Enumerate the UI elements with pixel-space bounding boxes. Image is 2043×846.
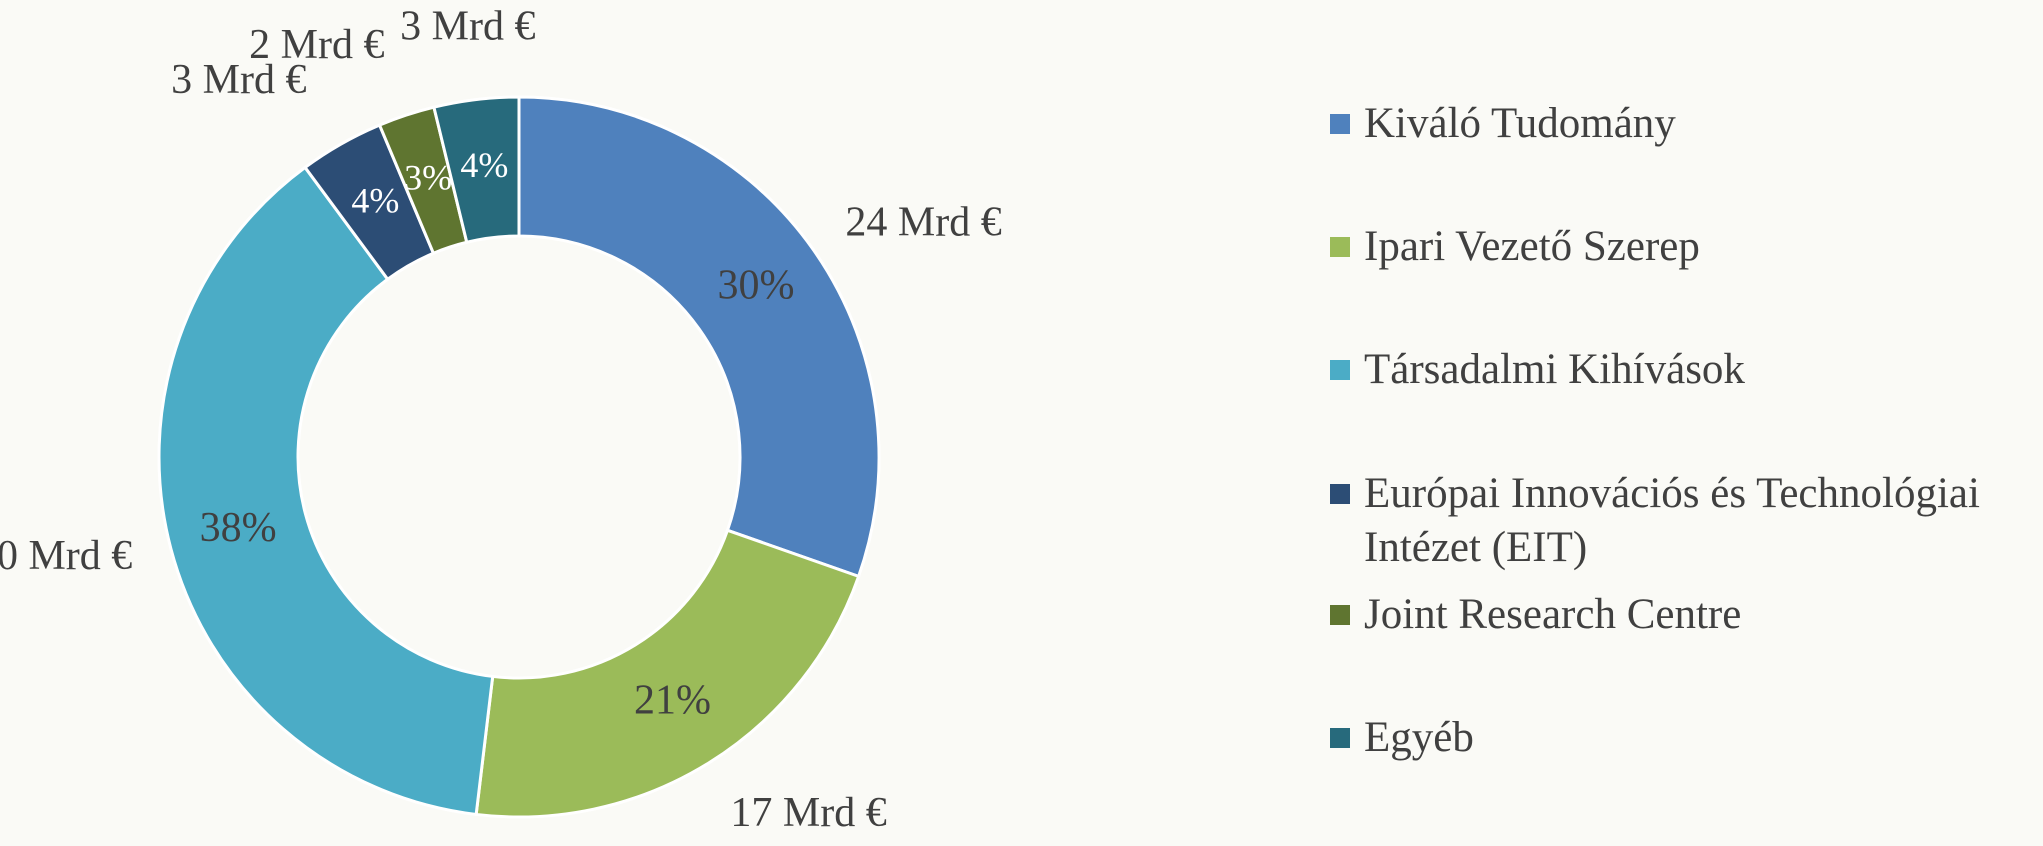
percent-label: 3%: [404, 157, 452, 197]
donut-slice: [157, 165, 495, 817]
percent-label: 4%: [351, 181, 399, 221]
value-label: 30 Mrd €: [0, 533, 132, 579]
legend: Kiváló Tudomány Ipari Vezető Szerep Társad…: [1330, 0, 2040, 846]
legend-swatch: [1330, 605, 1350, 625]
donut-slice: [517, 95, 881, 579]
legend-item: Kiváló Tudomány: [1330, 97, 2030, 151]
legend-label: Joint Research Centre: [1364, 591, 1742, 638]
legend-swatch: [1330, 360, 1350, 380]
value-label: 3 Mrd €: [171, 57, 306, 103]
legend-label: Társadalmi Kihívások: [1364, 346, 1745, 393]
donut-slice: [474, 528, 861, 819]
percent-label: 30%: [718, 263, 795, 309]
chart: 30% 24 Mrd € 21% 17 Mrd € 38% 30 Mrd € 4% 3 Mrd…: [0, 4, 1002, 837]
legend-item: Társadalmi Kihívások: [1330, 343, 2030, 397]
legend-label: Ipari Vezető Szerep: [1364, 223, 1700, 270]
legend-label: Kiváló Tudomány: [1364, 100, 1676, 147]
legend-label: Egyéb: [1364, 714, 1474, 761]
legend-item: Joint Research Centre: [1330, 588, 2030, 642]
donut-slice: [432, 95, 521, 245]
legend-label: Európai Innovációs és Technológiai Intéz…: [1364, 470, 1980, 571]
legend-item: Egyéb: [1330, 711, 2030, 765]
percent-label: 38%: [200, 505, 277, 551]
percent-label: 4%: [460, 145, 508, 185]
legend-swatch: [1330, 728, 1350, 748]
value-label: 17 Mrd €: [730, 790, 886, 836]
value-label: 2 Mrd €: [249, 22, 384, 68]
percent-label: 21%: [634, 677, 711, 723]
legend-swatch: [1330, 237, 1350, 257]
legend-item: Európai Innovációs és Technológiai Intéz…: [1330, 467, 2030, 575]
legend-item: Ipari Vezető Szerep: [1330, 220, 2030, 274]
value-label: 24 Mrd €: [845, 199, 1001, 245]
value-label: 3 Mrd €: [400, 4, 535, 50]
legend-swatch: [1330, 484, 1350, 504]
legend-swatch: [1330, 114, 1350, 134]
